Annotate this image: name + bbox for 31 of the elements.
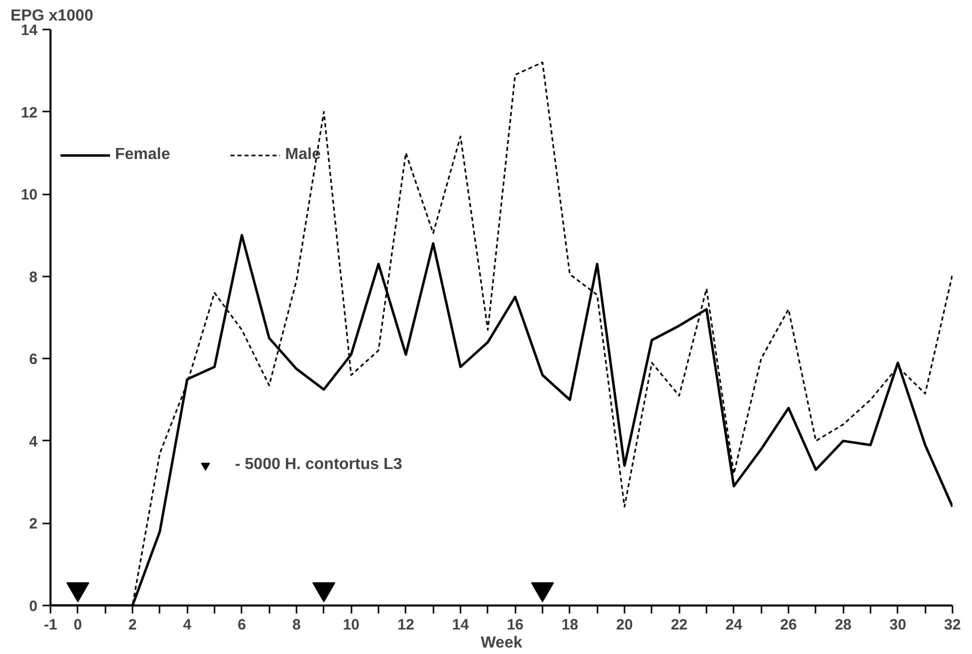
x-tick-label: 16 (506, 616, 524, 634)
legend-label: Female (115, 146, 170, 164)
y-tick-label: 0 (29, 598, 38, 615)
y-tick-label: 2 (29, 516, 38, 533)
y-axis-title: EPG x1000 (10, 8, 94, 24)
x-tick-label: 6 (238, 616, 246, 634)
legend-label: - 5000 H. contortus L3 (235, 456, 402, 474)
y-tick-label: 12 (20, 104, 38, 122)
x-tick-label: 26 (780, 616, 797, 634)
legend-label: Male (285, 146, 321, 164)
x-tick-label: 0 (74, 616, 82, 634)
x-tick-label: 8 (292, 616, 301, 634)
x-tick-label: 24 (725, 616, 743, 634)
x-tick-label: 32 (944, 616, 961, 634)
x-tick-label: 4 (182, 616, 192, 634)
x-tick-label: 22 (670, 616, 688, 634)
x-tick-label: -1 (44, 616, 58, 634)
x-axis-title: Week (480, 634, 522, 652)
x-tick-label: 14 (452, 616, 470, 634)
x-tick-label: 20 (616, 616, 633, 634)
x-tick-label: 10 (342, 616, 360, 634)
y-tick-label: 10 (20, 186, 38, 204)
x-tick-label: 12 (397, 616, 414, 634)
y-tick-label: 14 (20, 22, 38, 39)
y-tick-label: 4 (29, 433, 38, 450)
y-tick-label: 6 (29, 351, 38, 368)
y-tick-label: 8 (29, 268, 38, 286)
x-tick-label: 30 (889, 616, 906, 634)
x-tick-label: 2 (128, 616, 137, 634)
x-tick-label: 18 (561, 616, 578, 634)
x-tick-label: 28 (834, 616, 852, 634)
